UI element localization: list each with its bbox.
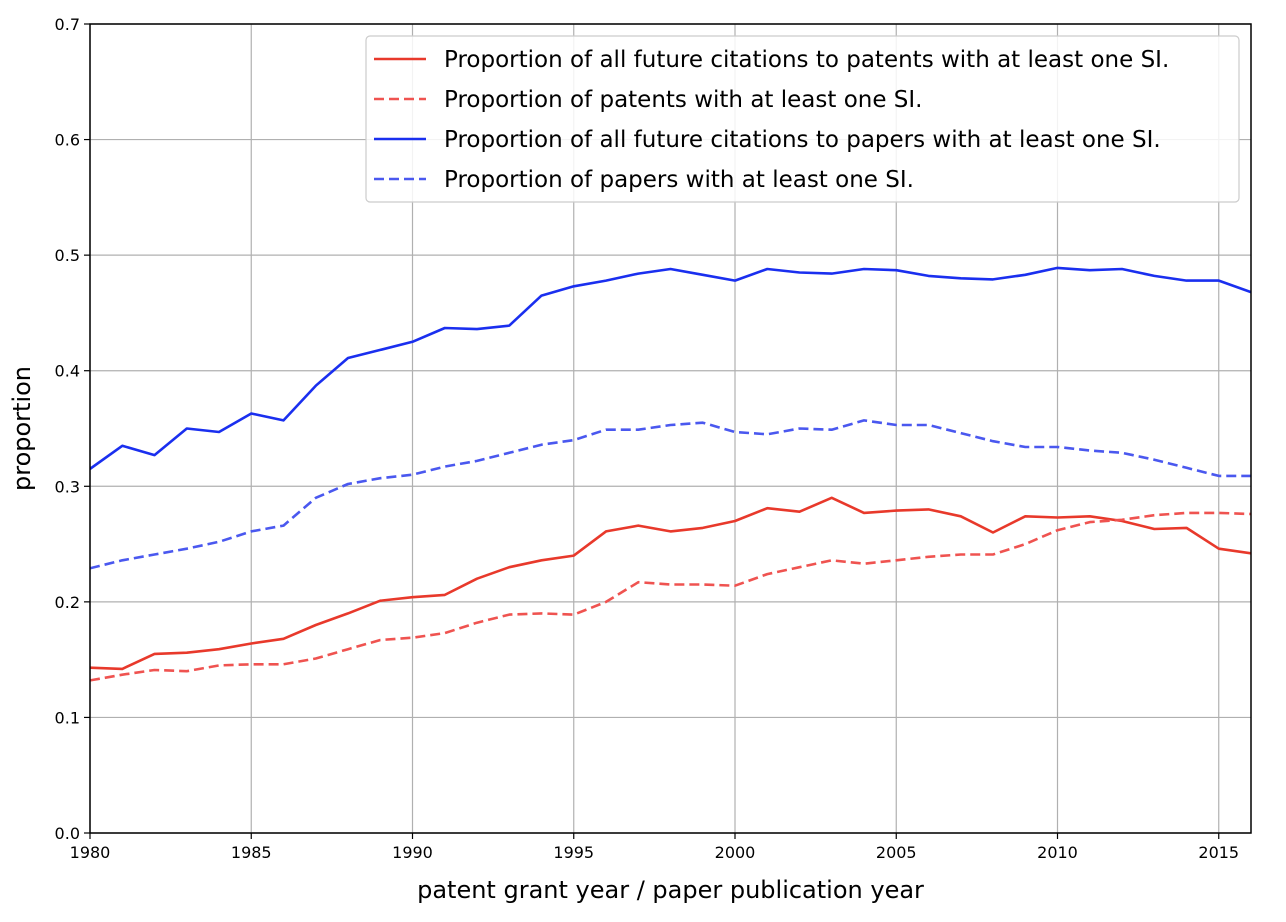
y-tick-label: 0.2 <box>55 593 80 612</box>
legend: Proportion of all future citations to pa… <box>366 36 1239 202</box>
y-tick-label: 0.3 <box>55 477 80 496</box>
y-tick-label: 0.6 <box>55 131 80 150</box>
legend-label: Proportion of all future citations to pa… <box>444 47 1169 73</box>
x-axis-label: patent grant year / paper publication ye… <box>417 876 924 904</box>
x-tick-label: 2005 <box>876 843 917 862</box>
y-axis-label: proportion <box>8 366 36 491</box>
series-lines <box>90 268 1251 681</box>
y-tick-label: 0.5 <box>55 246 80 265</box>
x-tick-label: 1985 <box>231 843 272 862</box>
legend-label: Proportion of papers with at least one S… <box>444 167 914 193</box>
y-tick-label: 0.7 <box>55 15 80 34</box>
x-tick-label: 1995 <box>553 843 594 862</box>
x-tick-label: 2010 <box>1037 843 1078 862</box>
series-line-4 <box>90 420 1251 568</box>
legend-label: Proportion of all future citations to pa… <box>444 127 1161 153</box>
y-tick-label: 0.1 <box>55 708 80 727</box>
x-tick-label: 1980 <box>70 843 111 862</box>
x-tick-label: 2015 <box>1198 843 1239 862</box>
series-line-3 <box>90 268 1251 469</box>
y-tick-label: 0.0 <box>55 824 80 843</box>
series-line-2 <box>90 513 1251 681</box>
series-line-1 <box>90 498 1251 669</box>
x-tick-label: 1990 <box>392 843 433 862</box>
y-tick-label: 0.4 <box>55 362 80 381</box>
x-tick-label: 2000 <box>715 843 756 862</box>
x-axis-ticks: 1980 1985 1990 1995 2000 2005 2010 2015 <box>70 833 1239 862</box>
y-axis-ticks: 0.0 0.1 0.2 0.3 0.4 0.5 0.6 0.7 <box>55 15 90 843</box>
legend-label: Proportion of patents with at least one … <box>444 87 923 113</box>
